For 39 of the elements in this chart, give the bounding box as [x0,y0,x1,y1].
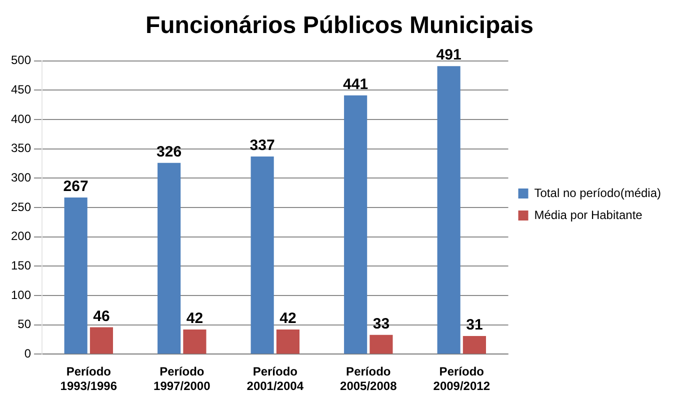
y-tick-label: 350 [10,141,32,156]
bar [64,198,88,354]
y-tick-label: 100 [10,288,32,302]
data-label: 337 [250,137,275,154]
bar [462,336,486,354]
y-tick-label: 200 [10,229,32,244]
legend-label: Média por Habitante [534,208,643,222]
bar [250,156,274,354]
bar [276,330,300,354]
x-tick-label: Período 1993/1996 [60,364,118,394]
bar [90,327,114,354]
bar [183,330,206,354]
data-label: 326 [156,144,182,161]
data-label: 441 [343,76,368,94]
data-label: 33 [372,315,390,332]
data-label: 267 [63,178,88,196]
y-tick-label: 500 [10,53,32,68]
data-label: 31 [466,316,483,334]
data-label: 42 [280,310,296,328]
bar [344,95,368,354]
x-tick-label: Período 2005/2008 [340,364,398,394]
data-label: 46 [93,308,110,325]
chart-title: Funcionários Públicos Municipais [145,12,534,40]
y-tick-label: 0 [24,346,32,361]
bar [158,162,181,354]
y-tick-label: 450 [10,82,32,96]
legend-label: Total no período(média) [534,186,662,200]
data-label: 42 [186,310,204,328]
x-tick-label: Período 1997/2000 [154,364,211,394]
y-tick-label: 250 [10,200,32,214]
y-tick-label: 300 [10,170,32,184]
y-tick-label: 400 [10,112,32,126]
bar [370,334,393,354]
x-tick-label: Período 2009/2012 [433,364,490,394]
x-tick-label: Período 2001/2004 [246,364,304,394]
y-tick-label: 150 [10,258,32,272]
y-tick-label: 50 [18,317,32,332]
data-label: 491 [436,46,462,64]
bar [437,66,460,354]
